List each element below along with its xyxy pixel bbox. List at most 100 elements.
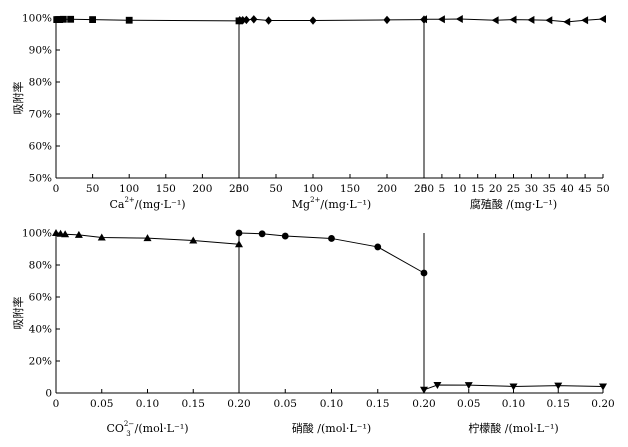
data-point: [328, 235, 335, 242]
data-point: [61, 230, 70, 238]
x-axis-label-sup: 2+: [124, 196, 134, 204]
x-tick-label: 200: [192, 183, 212, 195]
data-point: [599, 14, 606, 23]
chart-panel-nitric: 0.05 0.10 0.15 0.20 硝酸 /(mol·L⁻¹): [235, 229, 436, 435]
chart-panel-Ca: 0 50 100 150 200 250 50% 60% 70% 80% 90% 100% 吸附率 Ca2…: [11, 13, 249, 212]
x-axis-label-main: Mg: [292, 198, 310, 211]
data-point: [52, 229, 60, 236]
data-point: [545, 16, 553, 25]
y-tick-label: 80%: [29, 260, 52, 272]
y-tick-label: 70%: [29, 109, 52, 121]
x-tick-label: 50: [269, 183, 282, 195]
x-axis-label-main: 柠檬酸 /(mol·L⁻¹): [468, 421, 558, 435]
x-tick-label: 25: [507, 183, 520, 195]
x-axis-label-sub: 3: [126, 430, 130, 438]
series-line: [424, 18, 604, 23]
x-tick-label: 250: [414, 183, 434, 195]
x-tick-label: 50: [596, 183, 609, 195]
chart-panel-citric: 0.05 0.10 0.15 0.20 柠檬酸 /(mol·L⁻¹): [420, 233, 615, 435]
data-point: [563, 17, 571, 26]
x-tick-label: 5: [439, 183, 446, 195]
data-point: [281, 232, 289, 240]
x-axis-label-tail: /(mg·L⁻¹): [320, 198, 371, 211]
data-point: [250, 15, 258, 24]
x-tick-label: 0.15: [182, 398, 205, 410]
y-tick-label: 20%: [29, 356, 52, 368]
data-point: [581, 16, 589, 25]
data-point: [89, 16, 96, 23]
x-tick-label: 0: [53, 398, 60, 410]
data-point: [383, 15, 391, 25]
series-line: [238, 232, 425, 274]
x-axis-label-sup: 2−: [124, 420, 134, 428]
data-point: [74, 230, 83, 238]
x-tick-label: 0.20: [591, 398, 614, 410]
series-line: [56, 18, 240, 22]
data-point: [527, 15, 535, 24]
x-tick-label: 0.05: [457, 398, 480, 410]
x-tick-label: 20: [489, 183, 502, 195]
x-axis-label: Mg2+/(mg·L⁻¹): [292, 196, 371, 211]
data-point: [420, 15, 427, 24]
x-tick-label: 0: [421, 183, 428, 195]
x-tick-label: 0.15: [366, 398, 389, 410]
x-tick-label: 0.10: [502, 398, 525, 410]
x-axis-label-main: Ca: [109, 198, 124, 211]
y-tick-label: 90%: [29, 45, 52, 57]
data-point: [235, 229, 243, 237]
data-point: [509, 15, 517, 24]
x-tick-label: 40: [561, 183, 574, 195]
y-tick-label: 50%: [29, 173, 52, 185]
data-point: [97, 233, 106, 241]
data-point: [420, 386, 428, 394]
data-point: [491, 16, 499, 25]
x-tick-label: 200: [377, 183, 397, 195]
x-axis-label-sup: 2+: [310, 196, 320, 204]
x-tick-label: 0.20: [412, 398, 435, 410]
y-axis-label: 吸附率: [11, 297, 25, 330]
y-tick-label: 60%: [29, 141, 52, 153]
x-tick-label: 250: [229, 183, 249, 195]
data-point: [374, 243, 382, 251]
data-point: [309, 16, 317, 25]
x-axis-label: 腐殖酸 /(mg·L⁻¹): [470, 197, 557, 211]
data-point: [509, 383, 518, 391]
data-point: [455, 14, 463, 23]
data-point: [265, 16, 273, 25]
y-tick-label: 40%: [29, 324, 52, 336]
x-tick-label: 150: [156, 183, 176, 195]
chart-panel-humic: 0 5 10 15 20 25 30 35 40 45 50 腐殖酸 /(mg·L⁻¹): [420, 14, 610, 211]
x-tick-label: 100: [119, 183, 139, 195]
data-point: [67, 15, 75, 23]
x-axis-label-main: 腐殖酸 /(mg·L⁻¹): [470, 197, 557, 211]
x-axis-label-main: 硝酸 /(mol·L⁻¹): [292, 421, 371, 435]
chart-panel-CO3: 0 0.05 0.10 0.15 0.20 0 20% 40% 60% 80% 100% 吸附率 CO2…: [11, 228, 251, 439]
x-axis-label-tail: /(mg·L⁻¹): [135, 198, 186, 211]
data-point: [125, 16, 133, 24]
x-tick-label: 15: [471, 183, 484, 195]
x-axis-label: CO2− 3 /(mol·L⁻¹): [106, 420, 188, 438]
x-tick-label: 0: [53, 183, 60, 195]
x-tick-label: 150: [340, 183, 360, 195]
data-point: [59, 15, 67, 23]
data-point: [242, 15, 250, 25]
data-point: [143, 234, 152, 242]
data-point: [599, 383, 607, 391]
y-tick-label: 80%: [29, 77, 52, 89]
x-tick-label: 0.05: [90, 398, 113, 410]
y-tick-label: 100%: [22, 13, 52, 25]
y-tick-label: 100%: [22, 228, 52, 240]
x-tick-label: 100: [303, 183, 323, 195]
y-axis-label: 吸附率: [11, 82, 25, 115]
series-line: [423, 384, 604, 391]
x-tick-label: 10: [453, 183, 466, 195]
x-tick-label: 0.15: [547, 398, 570, 410]
data-point: [554, 382, 563, 390]
data-point: [464, 382, 473, 390]
data-point: [56, 16, 64, 23]
y-tick-label: 60%: [29, 292, 52, 304]
x-tick-label: 0.10: [320, 398, 343, 410]
data-point: [437, 15, 445, 24]
x-tick-label: 30: [525, 183, 538, 195]
